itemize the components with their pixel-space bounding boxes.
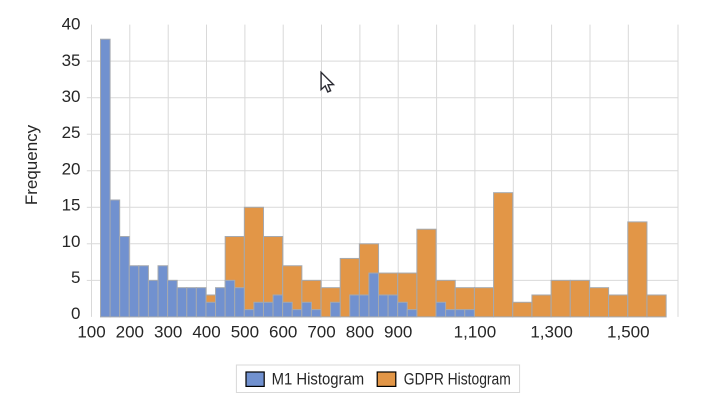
svg-text:15: 15 [62,196,81,215]
svg-text:1,300: 1,300 [530,323,573,342]
svg-text:10: 10 [62,232,81,251]
svg-text:30: 30 [62,87,81,106]
svg-text:200: 200 [116,323,144,342]
svg-text:600: 600 [269,323,297,342]
svg-text:GDPR Histogram: GDPR Histogram [404,371,511,389]
svg-text:40: 40 [62,15,81,34]
svg-text:M1 Histogram: M1 Histogram [272,371,365,389]
svg-text:20: 20 [62,159,81,178]
svg-text:35: 35 [62,51,81,70]
svg-text:400: 400 [192,323,220,342]
svg-text:25: 25 [62,123,81,142]
svg-text:300: 300 [154,323,182,342]
svg-text:1,500: 1,500 [607,323,650,342]
svg-text:800: 800 [346,323,374,342]
svg-text:900: 900 [384,323,412,342]
svg-text:Frequency: Frequency [22,124,41,205]
svg-text:100: 100 [77,323,105,342]
svg-text:500: 500 [231,323,259,342]
svg-text:5: 5 [71,268,80,287]
svg-text:1,100: 1,100 [454,323,497,342]
svg-text:700: 700 [307,323,335,342]
svg-text:0: 0 [71,304,80,323]
